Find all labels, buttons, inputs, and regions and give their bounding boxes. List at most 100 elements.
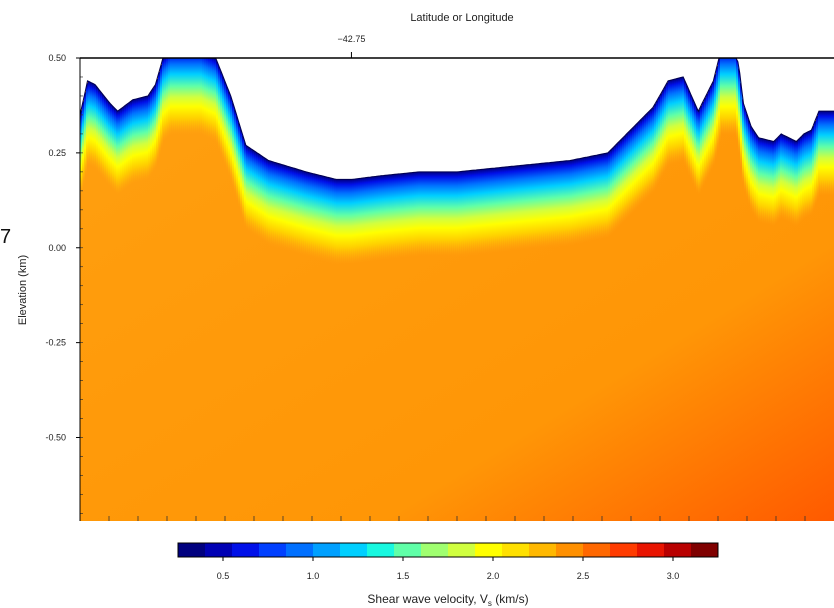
velocity-column xyxy=(190,58,193,136)
velocity-column xyxy=(94,84,97,170)
velocity-column xyxy=(602,153,605,239)
velocity-column xyxy=(470,170,473,256)
velocity-column xyxy=(302,170,305,256)
velocity-column xyxy=(448,171,451,257)
velocity-column xyxy=(294,168,297,254)
velocity-column xyxy=(204,58,207,138)
velocity-column xyxy=(730,58,733,136)
velocity-column xyxy=(792,139,795,225)
velocity-column xyxy=(430,171,433,257)
velocity-column xyxy=(418,171,421,257)
velocity-column xyxy=(460,171,463,257)
velocity-column xyxy=(142,97,145,183)
velocity-column xyxy=(570,160,573,246)
velocity-column xyxy=(178,58,181,136)
velocity-column xyxy=(342,179,345,265)
velocity-column xyxy=(148,94,151,180)
velocity-column xyxy=(202,58,205,137)
colorbar-bin xyxy=(259,543,287,557)
velocity-column xyxy=(362,177,365,263)
velocity-column xyxy=(662,89,665,175)
velocity-column xyxy=(124,105,127,191)
velocity-column xyxy=(782,134,785,220)
velocity-column xyxy=(766,139,769,225)
colorbar-label-main: Shear wave velocity, V xyxy=(367,592,488,606)
velocity-column xyxy=(226,86,229,172)
velocity-column xyxy=(606,153,609,238)
velocity-column xyxy=(550,162,553,248)
velocity-column xyxy=(656,100,659,186)
velocity-column xyxy=(408,172,411,258)
velocity-column xyxy=(556,161,559,247)
velocity-column xyxy=(678,78,681,163)
velocity-column xyxy=(636,123,639,209)
velocity-column xyxy=(428,171,431,257)
velocity-column xyxy=(380,175,383,261)
velocity-column xyxy=(442,171,445,257)
velocity-column xyxy=(402,173,405,259)
velocity-column xyxy=(328,177,331,263)
velocity-column xyxy=(416,172,419,258)
velocity-column xyxy=(438,171,441,257)
colorbar-bin xyxy=(502,543,530,557)
velocity-column xyxy=(434,171,437,257)
velocity-column xyxy=(452,171,455,257)
velocity-column xyxy=(358,178,361,264)
velocity-column xyxy=(480,169,483,255)
velocity-column xyxy=(354,178,357,264)
velocity-column xyxy=(734,58,737,136)
velocity-column xyxy=(510,166,513,252)
colorbar: 0.5 1.0 1.5 2.0 2.5 3.0 xyxy=(177,542,719,581)
velocity-column xyxy=(216,61,219,147)
colorbar-bin xyxy=(475,543,503,557)
velocity-column xyxy=(338,179,341,265)
velocity-column xyxy=(488,168,491,254)
velocity-column xyxy=(234,109,237,195)
colorbar-bin xyxy=(394,543,422,557)
velocity-column xyxy=(188,58,191,136)
velocity-column xyxy=(414,172,417,258)
velocity-column xyxy=(512,166,515,252)
velocity-column xyxy=(102,94,105,180)
velocity-column xyxy=(426,171,429,257)
velocity-column xyxy=(712,81,715,167)
velocity-column xyxy=(740,83,743,169)
velocity-column xyxy=(566,160,569,246)
velocity-column xyxy=(106,99,109,185)
velocity-column xyxy=(224,81,227,167)
velocity-column xyxy=(674,79,677,164)
velocity-column xyxy=(330,178,333,264)
velocity-column xyxy=(248,147,251,233)
velocity-column xyxy=(98,89,101,175)
colorbar-label-subscript: s xyxy=(488,599,492,608)
colorbar-bin xyxy=(313,543,341,557)
velocity-column xyxy=(682,77,685,162)
velocity-column xyxy=(608,151,611,237)
velocity-column xyxy=(710,85,713,171)
velocity-column xyxy=(240,129,243,215)
velocity-column xyxy=(360,178,363,264)
velocity-column xyxy=(684,81,687,166)
velocity-column xyxy=(336,179,339,265)
velocity-column xyxy=(708,89,711,175)
velocity-column xyxy=(432,171,435,257)
velocity-column xyxy=(664,86,667,172)
velocity-column xyxy=(558,161,561,247)
velocity-column xyxy=(384,175,387,261)
velocity-column xyxy=(522,165,525,251)
velocity-column xyxy=(274,162,277,248)
velocity-column xyxy=(116,110,119,196)
velocity-column xyxy=(670,80,673,165)
velocity-column xyxy=(768,140,771,226)
velocity-column xyxy=(776,138,779,224)
velocity-column xyxy=(170,58,173,136)
velocity-column xyxy=(130,101,133,187)
velocity-column xyxy=(526,164,529,250)
velocity-column xyxy=(830,111,833,197)
velocity-column xyxy=(458,171,461,257)
velocity-column xyxy=(298,169,301,255)
velocity-column xyxy=(520,165,523,251)
velocity-column xyxy=(696,108,699,194)
velocity-column xyxy=(308,172,311,258)
